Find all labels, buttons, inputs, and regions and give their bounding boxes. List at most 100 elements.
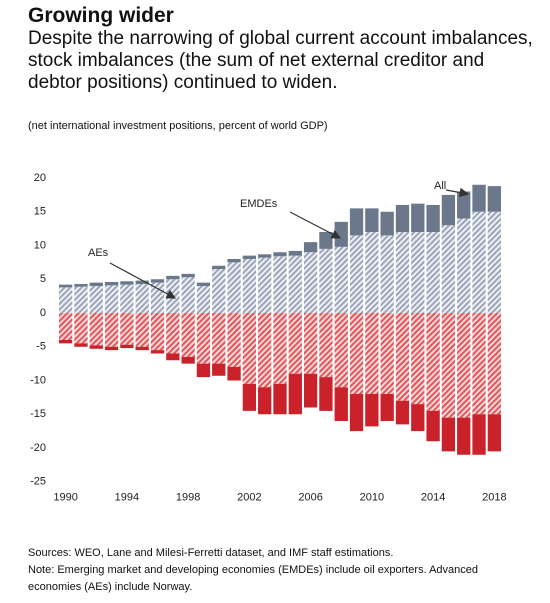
bar-negative [104,346,119,351]
bar-positive [89,282,103,286]
bar-positive [411,203,425,232]
y-tick-label: 20 [34,172,46,184]
y-tick-label: 15 [34,206,46,218]
y-tick-label: -10 [30,374,46,386]
bar-positive [395,232,410,313]
bar-negative [288,313,302,374]
x-tick-label: 1998 [176,492,200,504]
bar-negative [242,383,257,411]
bar-negative [59,313,73,340]
bar-positive [472,211,486,313]
bar-positive [166,279,180,313]
bar-negative [334,387,348,421]
y-tick-label: 10 [34,239,46,251]
annotation: AEs [88,247,109,259]
bar-positive [120,284,134,313]
bar-positive [441,194,456,226]
bar-negative [487,414,501,452]
bar-negative [258,313,272,388]
chart: -25 -20 -15 -10 -5 0 5 10 15 20 1990 1994 1998 2002 20… [30,172,506,504]
bar-negative [288,373,302,415]
x-tick-label: 2018 [482,492,506,504]
bar-positive [303,242,318,253]
bar-positive [319,248,333,313]
bar-negative [303,373,318,408]
bar-positive [288,250,302,256]
x-tick-label: 2002 [237,492,261,504]
x-tick-label: 2010 [360,492,384,504]
bar-negative [89,313,103,346]
bar-positive [349,208,364,236]
notes: Sources: WEO, Lane and Milesi-Ferretti d… [28,545,528,596]
bar-negative [487,313,501,415]
bar-negative [441,313,456,418]
bar-positive [457,218,471,313]
bar-negative [319,313,333,378]
bar-negative [349,394,364,432]
bar-positive [242,259,257,313]
bar-negative [227,367,241,381]
y-tick-label: -5 [36,341,46,353]
bar-negative [426,313,440,411]
bar-negative [380,394,394,421]
bar-negative [74,313,88,344]
bar-positive [273,256,287,313]
bar-positive [59,284,73,288]
bar-negative [120,313,134,345]
bar-negative [104,313,119,347]
y-tick-label: 5 [40,273,46,285]
bar-negative [227,313,241,367]
bar-negative [411,404,425,432]
bar-positive [227,262,241,313]
y-tick-label: 0 [40,307,46,319]
bar-negative [395,313,410,401]
bar-positive [334,246,348,313]
bar-negative [472,313,486,415]
annotation: EMDEs [240,198,278,210]
bar-negative [380,313,394,394]
bar-positive [472,184,486,212]
x-tick-label: 2014 [421,492,445,504]
bar-negative [242,313,257,384]
y-tick-label: -20 [30,442,46,454]
bar-negative [196,313,211,364]
bar-negative [457,417,471,455]
bar-positive [365,232,379,313]
bar-positive [288,255,302,313]
bar-negative [120,344,134,349]
bar-positive [104,285,119,313]
bar-negative [150,313,165,351]
x-tick-label: 1990 [53,492,77,504]
bar-negative [258,387,272,415]
annotation: All [434,180,446,192]
bar-positive [258,257,272,313]
bar-negative [411,313,425,405]
bar-positive [104,281,119,286]
bar-positive [181,273,195,278]
bar-positive [89,286,103,313]
bar-negative [135,313,149,347]
bar-positive [395,205,410,232]
bar-positive [135,283,149,313]
bar-negative [457,313,471,418]
bar-positive [273,252,287,257]
bar-negative [150,350,165,354]
bar-negative [212,313,226,364]
y-tick-label: -15 [30,408,46,420]
bar-positive [212,269,226,313]
bar-negative [334,313,348,388]
bar-positive [150,279,165,283]
bar-negative [196,363,211,378]
bar-positive [365,208,379,232]
bar-negative [365,394,379,427]
bar-negative [349,313,364,394]
bar-positive [120,281,134,285]
bar-positive [426,205,440,232]
y-axis-label: (net international investment positions,… [28,120,328,132]
bar-positive [487,186,501,212]
bar-negative [166,353,180,361]
bar-positive [303,252,318,313]
bar-positive [487,211,501,313]
bar-positive [426,232,440,313]
